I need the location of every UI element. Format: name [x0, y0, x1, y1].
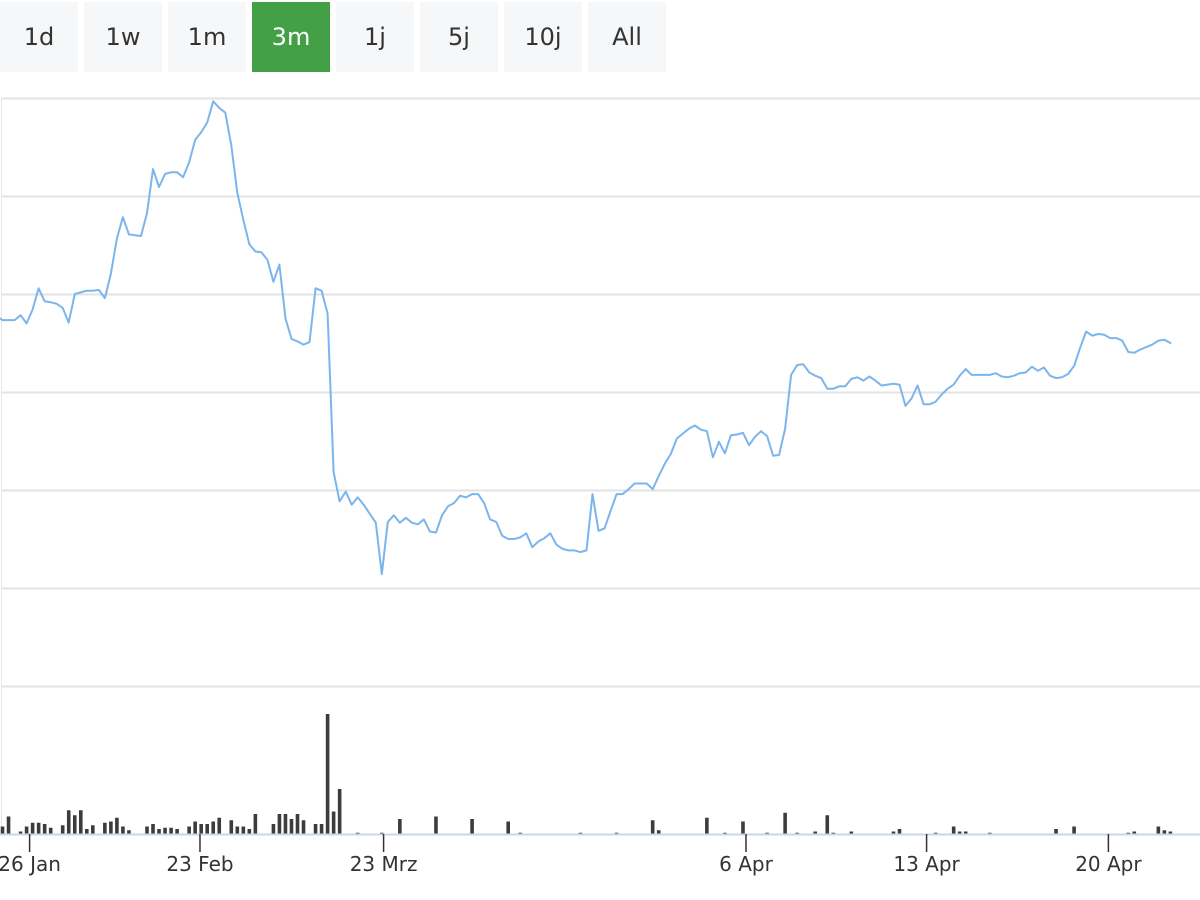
- volume-bar-40: [289, 819, 294, 834]
- volume-bar-60: [723, 832, 727, 834]
- volume-bar-82: [1168, 831, 1173, 834]
- volume-bar-24: [169, 827, 173, 834]
- volume-bar-73: [957, 831, 962, 834]
- volume-bar-44: [319, 824, 324, 834]
- volume-bar-19: [127, 830, 131, 834]
- volume-bar-58: [656, 830, 661, 834]
- range-button-1w[interactable]: 1w: [84, 2, 162, 72]
- volume-bar-54: [518, 832, 523, 834]
- x-tick-label: 23 Feb: [166, 852, 233, 876]
- volume-bar-78: [1126, 832, 1131, 834]
- volume-bar-28: [199, 824, 203, 834]
- volume-bar-20: [145, 826, 149, 834]
- volume-bar-41: [295, 814, 300, 834]
- volume-bar-9: [60, 825, 65, 834]
- volume-bar-26: [187, 826, 191, 834]
- range-button-3m[interactable]: 3m: [252, 2, 330, 72]
- volume-bar-2: [6, 816, 11, 834]
- volume-bar-32: [229, 820, 234, 834]
- volume-bar-14: [91, 825, 95, 834]
- range-button-5j[interactable]: 5j: [420, 2, 498, 72]
- volume-bar-59: [705, 817, 709, 834]
- volume-bar-13: [85, 829, 89, 834]
- volume-bar-23: [163, 827, 167, 834]
- volume-bar-42: [301, 820, 306, 834]
- volume-bar-50: [398, 819, 402, 834]
- volume-bar-33: [235, 826, 240, 834]
- volume-bar-46: [331, 811, 336, 834]
- price-line-series: [0, 100, 1172, 576]
- x-tick-label: 23 Mrz: [350, 852, 418, 876]
- range-button-1m[interactable]: 1m: [168, 2, 246, 72]
- volume-bar-31: [217, 817, 222, 834]
- volume-bar-68: [849, 831, 854, 834]
- x-tick-label: 6 Apr: [719, 852, 773, 876]
- volume-bar-66: [825, 815, 830, 834]
- volume-bar-10: [66, 810, 71, 834]
- volume-bar-79: [1132, 831, 1137, 834]
- volume-bar-52: [470, 819, 474, 834]
- range-button-10j[interactable]: 10j: [504, 2, 582, 72]
- volume-bar-3: [18, 831, 23, 834]
- volume-bar-55: [578, 832, 583, 834]
- volume-bar-30: [211, 821, 216, 834]
- volume-bar-21: [151, 824, 155, 834]
- volume-bar-49: [379, 832, 384, 834]
- volume-bar-25: [175, 829, 179, 834]
- volume-bar-62: [765, 832, 769, 834]
- volume-bar-8: [48, 827, 53, 834]
- volume-bar-69: [891, 831, 896, 834]
- volume-bar-63: [783, 812, 787, 834]
- volume-bar-5: [30, 822, 35, 834]
- x-tick-label: 20 Apr: [1075, 852, 1142, 876]
- volume-bar-72: [951, 826, 956, 834]
- volume-bar-7: [42, 824, 47, 834]
- volume-bar-77: [1072, 826, 1076, 834]
- range-button-1j[interactable]: 1j: [336, 2, 414, 72]
- x-tick-label: 26 Jan: [0, 852, 61, 876]
- volume-bar-34: [241, 826, 246, 834]
- volume-bar-17: [115, 817, 119, 834]
- volume-bar-27: [193, 821, 197, 834]
- volume-bar-18: [121, 826, 125, 834]
- x-tick-label: 13 Apr: [893, 852, 960, 876]
- range-button-1d[interactable]: 1d: [0, 2, 78, 72]
- range-button-All[interactable]: All: [588, 2, 666, 72]
- volume-bar-6: [36, 822, 41, 834]
- volume-bar-64: [795, 832, 799, 834]
- volume-bar-29: [205, 824, 209, 834]
- volume-bar-81: [1162, 830, 1167, 834]
- volume-bar-12: [78, 810, 83, 834]
- volume-bar-65: [813, 831, 818, 834]
- volume-bar-76: [1054, 829, 1058, 834]
- volume-bar-43: [313, 824, 318, 834]
- volume-bar-74: [963, 831, 968, 834]
- volume-bar-45: [325, 714, 330, 834]
- volume-bar-35: [247, 829, 252, 834]
- volume-bar-47: [337, 789, 342, 834]
- volume-bar-37: [271, 824, 276, 834]
- volume-bar-70: [897, 829, 902, 834]
- volume-bar-67: [831, 832, 836, 834]
- volume-bar-39: [283, 814, 288, 834]
- volume-bar-61: [741, 821, 745, 834]
- volume-bar-48: [355, 832, 360, 834]
- volume-bar-80: [1156, 826, 1161, 834]
- volume-bar-4: [24, 826, 29, 834]
- volume-bar-38: [277, 814, 282, 834]
- volume-bar-11: [72, 815, 77, 834]
- volume-bar-36: [253, 814, 258, 834]
- volume-bar-16: [109, 821, 113, 834]
- volume-bar-51: [434, 816, 438, 834]
- volume-bar-15: [103, 822, 107, 834]
- volume-bar-1: [0, 826, 5, 834]
- volume-bar-75: [988, 832, 992, 834]
- volume-bar-56: [614, 832, 619, 834]
- volume-bar-53: [506, 821, 510, 834]
- volume-bar-22: [157, 829, 161, 834]
- volume-bar-71: [933, 832, 938, 834]
- volume-bar-57: [650, 820, 655, 834]
